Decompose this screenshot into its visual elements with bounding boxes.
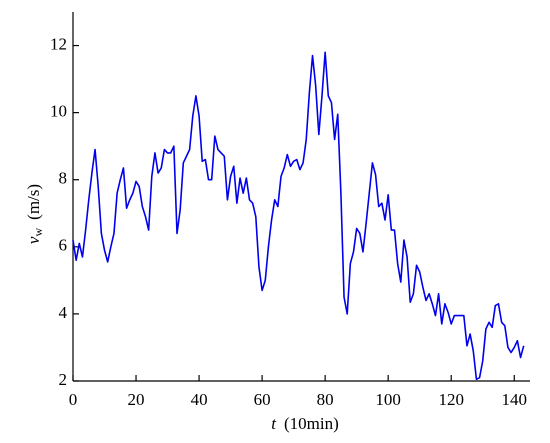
x-label-symbol: t bbox=[271, 414, 277, 433]
x-tick-label: 0 bbox=[69, 390, 78, 409]
y-axis-label: vw (m/s) bbox=[24, 184, 45, 244]
x-tick-label: 80 bbox=[317, 390, 334, 409]
x-tick-label: 100 bbox=[375, 390, 401, 409]
y-tick-label: 4 bbox=[59, 303, 68, 322]
y-tick-label: 12 bbox=[50, 34, 67, 53]
y-label-symbol: v bbox=[24, 236, 43, 244]
x-tick-label: 120 bbox=[438, 390, 464, 409]
x-axis-label: t (10min) bbox=[271, 414, 339, 433]
data-line bbox=[72, 51, 525, 381]
y-tick-label: 8 bbox=[59, 169, 68, 188]
x-tick-label: 140 bbox=[501, 390, 527, 409]
x-tick-label: 40 bbox=[191, 390, 208, 409]
y-tick-label: 6 bbox=[59, 236, 68, 255]
y-tick-label: 10 bbox=[50, 102, 67, 121]
x-tick-label: 60 bbox=[254, 390, 271, 409]
y-tick-label: 2 bbox=[59, 370, 68, 389]
y-label-unit: (m/s) bbox=[24, 184, 43, 220]
x-tick-label: 20 bbox=[128, 390, 145, 409]
y-label-subscript: w bbox=[31, 228, 45, 237]
x-label-unit: (10min) bbox=[284, 414, 339, 433]
